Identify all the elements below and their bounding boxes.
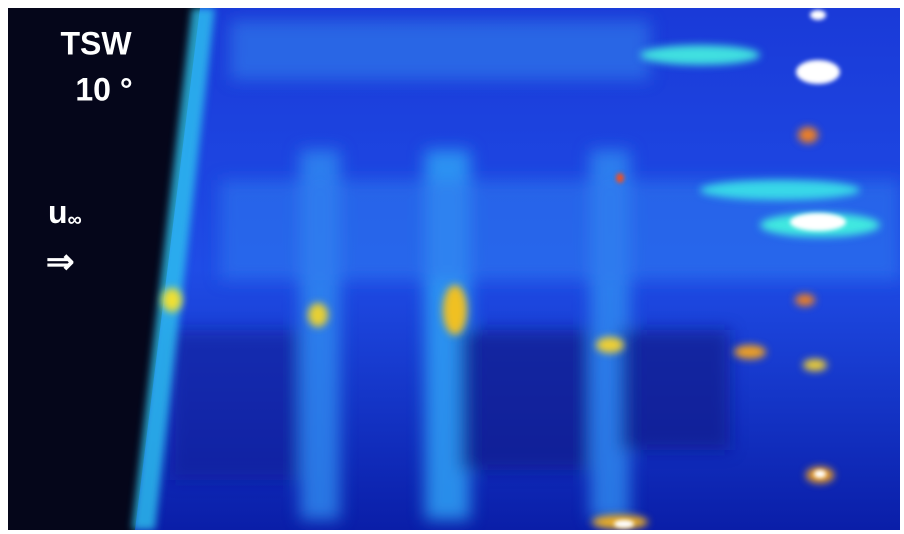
title: TSW xyxy=(60,25,132,61)
false-color-image xyxy=(8,8,900,530)
flow-arrow: ⇒ xyxy=(46,243,75,281)
angle: 10 ° xyxy=(75,71,132,107)
velocity-symbol: u xyxy=(48,194,68,230)
figure: TSW 10 ° u∞ ⇒ xyxy=(0,0,904,534)
velocity-subscript: ∞ xyxy=(68,209,82,231)
